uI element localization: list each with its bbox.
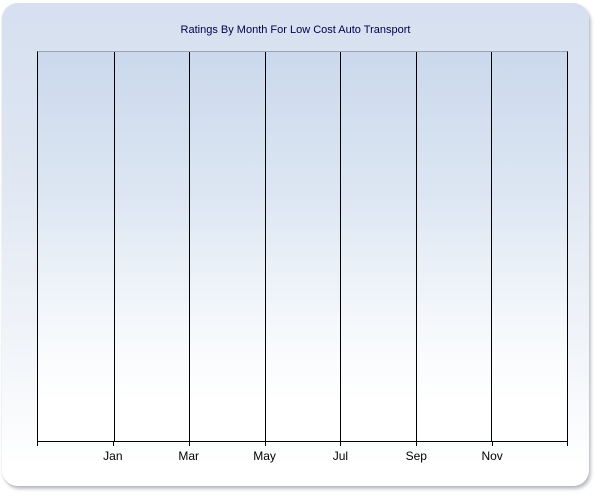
gridline <box>340 52 342 441</box>
x-axis-tick <box>416 442 418 446</box>
gridline <box>264 52 266 441</box>
x-axis-label: Mar <box>178 449 200 463</box>
x-axis-tick <box>567 442 568 446</box>
x-axis-tick <box>264 442 266 446</box>
gridline <box>491 52 493 441</box>
x-axis-tick <box>37 442 38 446</box>
x-axis-tick <box>492 442 494 446</box>
x-axis-tick <box>112 442 114 446</box>
x-axis-ticks <box>37 442 568 447</box>
x-axis-tick <box>188 442 190 446</box>
x-axis-label: Nov <box>481 449 503 463</box>
x-axis-tick <box>340 442 342 446</box>
gridline <box>415 52 417 441</box>
chart-title: Ratings By Month For Low Cost Auto Trans… <box>180 24 411 36</box>
x-axis-labels: Jan Mar May Jul Sep Nov <box>37 449 568 463</box>
x-axis-label: Jan <box>103 449 123 463</box>
x-axis-label: Jul <box>332 449 349 463</box>
plot-area <box>37 51 568 442</box>
chart-card: Ratings By Month For Low Cost Auto Trans… <box>2 3 589 486</box>
x-axis-label: Sep <box>405 449 427 463</box>
gridline <box>113 52 115 441</box>
gridline <box>189 52 191 441</box>
x-axis-label: May <box>253 449 276 463</box>
